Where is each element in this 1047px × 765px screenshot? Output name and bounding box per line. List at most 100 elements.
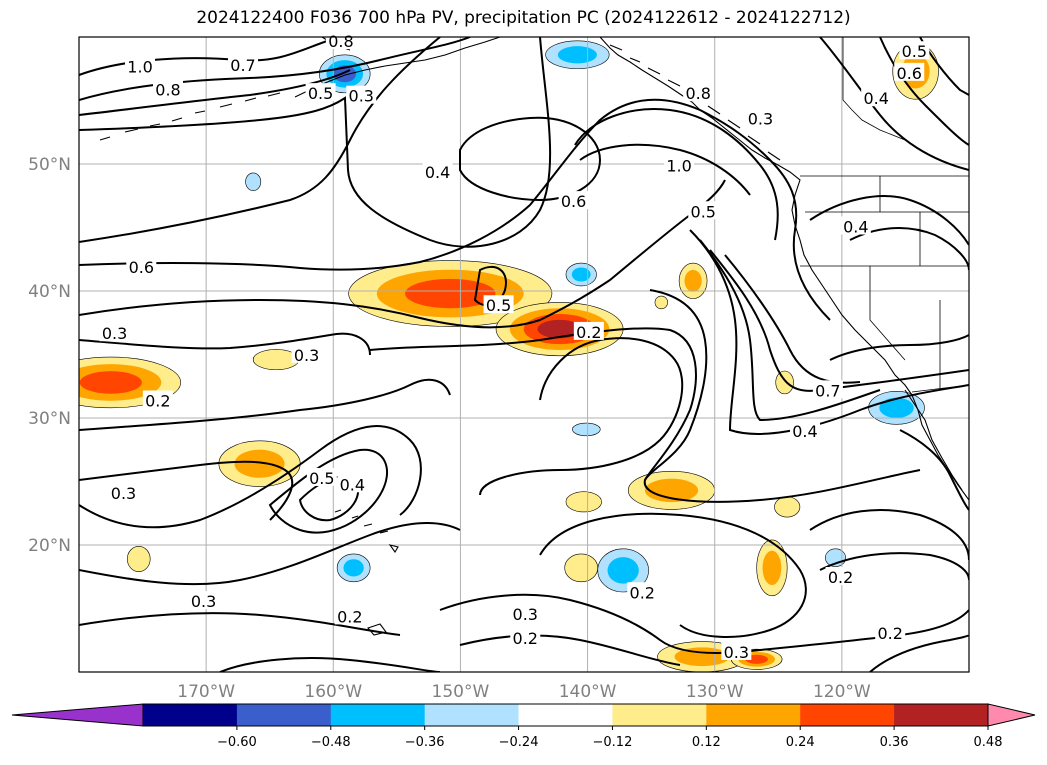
pv-contour — [579, 143, 751, 196]
contour-label: 0.6 — [897, 64, 922, 83]
map-frame — [78, 36, 970, 673]
contour-label: 0.2 — [513, 629, 538, 648]
hawaiian-islands — [334, 509, 399, 554]
pv-contour — [709, 249, 969, 392]
contour-label: 0.4 — [425, 163, 450, 182]
contour-label: 0.4 — [843, 218, 868, 237]
contour-label: 0.2 — [877, 624, 902, 643]
lat-tick-label: 50°N — [28, 155, 71, 175]
colorbar-tick-label: 0.48 — [974, 735, 1003, 750]
contour-label-bg — [899, 41, 930, 60]
lon-tick-label: 160°W — [304, 682, 362, 702]
map-background — [79, 37, 969, 672]
pv-contour — [574, 108, 779, 241]
political-borders — [800, 37, 969, 393]
colorbar-extend-low — [11, 703, 144, 727]
lon-tick-label: 150°W — [432, 682, 490, 702]
contour-label: 0.8 — [685, 84, 710, 103]
contour-label-bg — [812, 380, 843, 399]
colorbar-tick-label: 0.36 — [880, 735, 909, 750]
precip-cell — [678, 262, 708, 299]
colorbar-tick-label: −0.12 — [593, 735, 633, 750]
precip-level — [234, 449, 285, 478]
contour-label-bg — [346, 85, 377, 104]
pv-contour — [473, 265, 507, 307]
pv-contour — [79, 332, 371, 356]
pv-contour — [79, 522, 461, 586]
precip-level — [774, 496, 801, 518]
alaska-canada-border — [842, 37, 906, 141]
contour-label: 0.2 — [145, 391, 170, 410]
contour-label-bg — [510, 627, 541, 646]
contour-label-bg — [664, 155, 695, 174]
contour-label-bg — [126, 257, 157, 276]
colorbar-tick-label: 0.24 — [786, 735, 815, 750]
alaska-peninsula-coastline — [294, 37, 501, 98]
precip-level — [557, 46, 597, 64]
contour-label: 0.8 — [155, 80, 180, 99]
precip-cell — [597, 548, 649, 593]
contour-label-bg — [305, 83, 336, 102]
colorbar-tick-label: −0.24 — [499, 735, 539, 750]
contour-label: 0.3 — [748, 110, 773, 129]
contour-label-bg — [325, 31, 356, 50]
contour-label: 0.6 — [129, 258, 154, 277]
colorbar-segment — [518, 704, 613, 726]
contour-label: 0.3 — [724, 643, 749, 662]
contour-label: 0.5 — [486, 296, 511, 315]
pv-contour — [699, 239, 881, 422]
precip-level — [607, 557, 639, 584]
precip-cell — [565, 491, 602, 513]
pv-contour — [369, 327, 921, 503]
contour-label-bg — [688, 201, 719, 220]
pv-contour — [479, 337, 684, 496]
colorbar-segment — [800, 704, 895, 726]
colorbar-tick-label: −0.36 — [405, 735, 445, 750]
contour-label-bg — [825, 567, 856, 586]
contour-label-bg — [142, 390, 173, 409]
contour-label-bg — [894, 62, 925, 81]
contour-label: 1.0 — [666, 157, 691, 176]
contour-label: 0.5 — [309, 469, 334, 488]
colorbar-segment — [143, 704, 238, 726]
contour-label: 0.4 — [792, 422, 817, 441]
pv-contour — [79, 98, 831, 321]
contour-labels: 1.00.80.70.80.5 0.30.40.61.00.80.30.50.60… — [99, 31, 930, 662]
pv-contour — [809, 509, 969, 561]
contour-label: 0.3 — [349, 87, 374, 106]
contour-label: 0.4 — [863, 89, 888, 108]
pv-contour — [79, 179, 726, 329]
pv-contour — [539, 512, 807, 638]
contour-label: 0.2 — [337, 607, 362, 626]
pv-contour — [869, 634, 969, 672]
baja-california-coastline — [904, 389, 963, 491]
contour-label: 0.2 — [828, 568, 853, 587]
colorbar-segment — [424, 704, 520, 726]
colorbar-extend-high — [987, 703, 1036, 727]
small-island — [367, 623, 387, 636]
pv-contour — [79, 425, 422, 529]
contour-label-bg — [558, 191, 589, 210]
contour-label: 0.2 — [576, 323, 601, 342]
contour-label: 0.2 — [630, 583, 655, 602]
contour-label-bg — [510, 603, 541, 622]
figure-title: 2024122400 F036 700 hPa PV, precipitatio… — [196, 8, 851, 28]
pv-contour — [819, 552, 969, 581]
colorbar-segment — [330, 704, 426, 726]
precip-cell — [756, 539, 788, 597]
precip-level — [405, 278, 496, 309]
precip-level — [654, 295, 668, 310]
lat-tick-label: 40°N — [28, 282, 71, 302]
pv-contour — [819, 37, 969, 171]
pv-contour — [79, 37, 471, 101]
precip-level — [245, 172, 262, 191]
contour-label-bg — [99, 323, 130, 342]
colorbar-segment — [894, 704, 989, 726]
axis-ticks: 20°N 30°N 40°N 50°N 170°W 160°W 150°W 140°W 130°… — [28, 155, 871, 702]
precip-cell — [336, 553, 371, 583]
precip-cell — [654, 295, 668, 310]
contour-label-bg — [188, 591, 219, 610]
precip-level — [775, 370, 794, 395]
pv-contour — [899, 429, 969, 511]
contour-label-bg — [125, 56, 156, 75]
